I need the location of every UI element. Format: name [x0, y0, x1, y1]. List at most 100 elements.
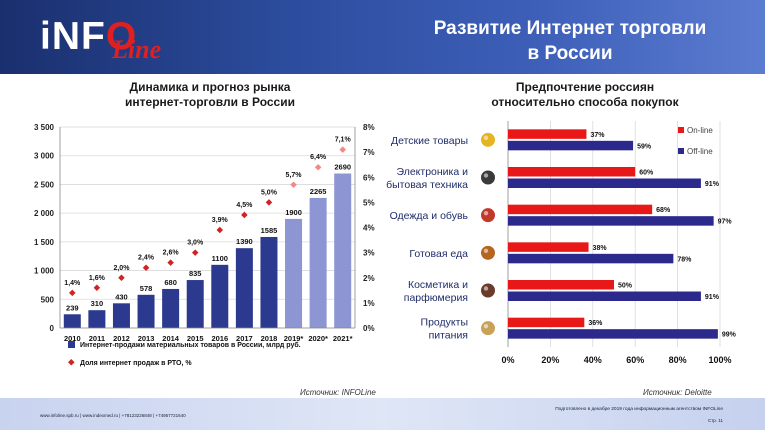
bar-value-label: 1100 — [212, 254, 228, 263]
share-label: 1,6% — [89, 275, 106, 282]
logo-script: Line — [112, 35, 162, 64]
tv-icon — [481, 170, 495, 185]
share-label: 5,7% — [286, 172, 303, 179]
share-point — [191, 249, 199, 256]
bar — [285, 218, 303, 328]
bar-off-line — [508, 253, 674, 264]
bar-value-label: 78% — [677, 256, 692, 263]
x-tick-label: 2013 — [138, 334, 155, 343]
x-tick-label: 2012 — [113, 334, 130, 343]
category-label: питания — [429, 330, 468, 342]
bar-value-label: 835 — [189, 269, 202, 278]
y2-tick-label: 2% — [363, 274, 375, 283]
bar — [112, 303, 130, 328]
x-tick-label: 2019* — [284, 334, 304, 343]
bar-value-label: 36% — [588, 320, 603, 327]
share-point — [290, 181, 297, 189]
bar-value-label: 59% — [637, 143, 652, 150]
page-title-line2: в России — [527, 43, 613, 64]
x-tick-label: 2011 — [89, 334, 105, 343]
y2-tick-label: 4% — [363, 224, 375, 233]
y2-tick-label: 0% — [363, 324, 375, 333]
bar-value-label: 68% — [656, 207, 671, 214]
cosmetics-icon — [481, 283, 495, 298]
y-tick-label: 1 000 — [34, 267, 55, 276]
share-point — [339, 146, 346, 153]
logo-wordmark: iNFO — [40, 15, 138, 58]
shoe-icon — [481, 208, 495, 223]
bar-off-line — [508, 329, 718, 339]
x-tick-label: 2014 — [162, 334, 180, 343]
page-title-line1: Развитие Интернет торговли — [433, 18, 707, 39]
legend-swatch-off-line — [678, 148, 684, 154]
legend-label-on-line: On-line — [687, 126, 713, 135]
right-chart-title: Предпочтение россиян относительно способ… — [445, 80, 725, 110]
bar — [334, 173, 352, 328]
bar-on-line — [508, 167, 636, 177]
bar-value-label: 91% — [705, 181, 720, 188]
bar-value-label: 97% — [718, 219, 733, 226]
share-label: 4,5% — [236, 202, 253, 209]
bar — [186, 280, 204, 328]
legend-swatch-on-line — [678, 127, 684, 133]
share-label: 2,4% — [138, 255, 155, 262]
x-tick-label: 0% — [501, 355, 514, 365]
x-tick-label: 40% — [584, 355, 602, 365]
infoline-logo: iNFO Line — [40, 15, 200, 65]
bar — [309, 197, 327, 328]
bar-on-line — [508, 317, 585, 328]
x-tick-label: 20% — [541, 355, 559, 365]
right-chart-title-line1: Предпочтение россиян — [515, 80, 655, 94]
bar-on-line — [508, 280, 614, 290]
share-point — [265, 199, 273, 206]
share-point — [118, 274, 125, 282]
y-tick-label: 500 — [41, 295, 55, 304]
grocery-bag-icon — [481, 321, 495, 336]
share-point — [314, 163, 322, 171]
y2-tick-label: 1% — [363, 299, 375, 308]
bar-on-line — [508, 129, 587, 139]
share-point — [93, 284, 101, 292]
left-chart-title: Динамика и прогноз рынка интернет-торгов… — [60, 80, 360, 110]
bar — [162, 288, 180, 328]
y-tick-label: 0 — [50, 324, 55, 333]
x-tick-label: 80% — [669, 355, 687, 365]
y-tick-label: 2 000 — [34, 209, 55, 218]
footer-page-number: Стр. 11 — [708, 418, 723, 423]
bar — [260, 236, 278, 328]
x-tick-label: 2017 — [236, 334, 253, 343]
y2-tick-label: 7% — [363, 148, 375, 157]
category-label: Продукты — [421, 317, 468, 329]
right-source: Источник: Deloitte — [643, 388, 712, 397]
bar-on-line — [508, 204, 653, 215]
left-chart-title-line2: интернет-торговли в России — [125, 95, 295, 109]
x-tick-label: 2016 — [211, 334, 228, 343]
bar-value-label: 2265 — [310, 187, 327, 196]
share-label: 3,0% — [187, 240, 204, 247]
share-label: 3,9% — [212, 217, 229, 224]
purchase-preference-chart: 0% 20% 40% 60% 80% 100% 37% 59% Детские товары 60… — [386, 121, 737, 365]
category-label: Детские товары — [391, 135, 468, 147]
x-tick-label: 2015 — [187, 334, 204, 343]
category-label: парфюмерия — [404, 292, 468, 304]
bar-value-label: 1390 — [236, 237, 253, 246]
category-label: Готовая еда — [409, 248, 468, 260]
bar-on-line — [508, 242, 589, 252]
bar-off-line — [508, 291, 701, 301]
bar-value-label: 37% — [590, 132, 605, 139]
bar-value-label: 578 — [140, 284, 153, 293]
share-label: 1,4% — [64, 280, 81, 287]
bar-value-label: 1900 — [285, 208, 302, 217]
category-label: Электроника и — [397, 166, 469, 178]
bar — [63, 314, 81, 328]
bar — [211, 264, 229, 328]
bar-off-line — [508, 216, 714, 226]
bar-value-label: 38% — [593, 245, 608, 252]
left-chart-title-line1: Динамика и прогноз рынка — [129, 80, 291, 94]
y2-tick-label: 5% — [363, 198, 375, 207]
bar — [235, 248, 253, 328]
bar-value-label: 91% — [705, 294, 720, 301]
share-label: 6,4% — [310, 154, 327, 161]
page-title: Развитие Интернет торговли в России — [400, 16, 740, 66]
footer: www.infoline.spb.ru | www.indexmed.ru | … — [0, 398, 765, 430]
